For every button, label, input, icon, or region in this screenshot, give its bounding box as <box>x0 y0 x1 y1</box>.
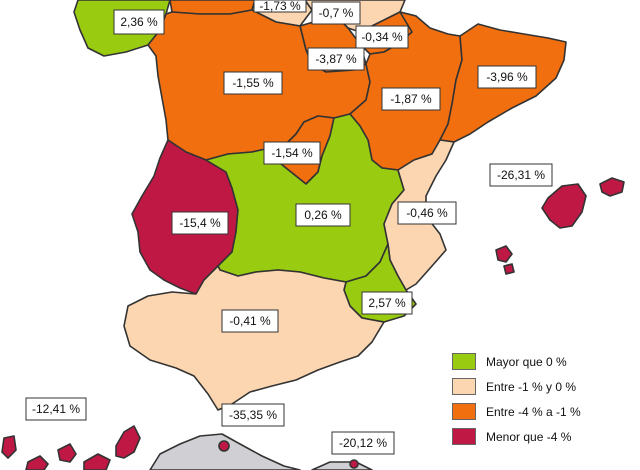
region-value-label: -20,12 % <box>331 431 395 455</box>
label-box <box>355 25 409 49</box>
region-value-label: -1,54 % <box>263 141 321 165</box>
legend-item: Mayor que 0 % <box>452 349 632 374</box>
label-text: -1,54 % <box>271 146 313 160</box>
legend-label: Menor que -4 % <box>486 429 572 444</box>
region-canarias-1 <box>1 435 17 459</box>
region-value-label: -0,46 % <box>397 201 457 225</box>
label-box <box>171 211 229 235</box>
label-box <box>221 309 279 333</box>
label-text: -15,4 % <box>179 216 221 230</box>
label-box <box>253 0 307 13</box>
region-value-label: 0,26 % <box>295 203 351 227</box>
region-canarias-3 <box>57 443 77 463</box>
region-value-label: -3,87 % <box>307 47 365 71</box>
label-box <box>25 397 87 421</box>
region-value-label: -35,35 % <box>221 403 285 427</box>
label-box <box>311 1 361 25</box>
label-text: -12,41 % <box>32 402 80 416</box>
legend-label: Entre -1 % y 0 % <box>486 379 577 394</box>
legend-swatch <box>452 403 476 420</box>
region-melilla <box>349 459 359 469</box>
region-value-label: -1,73 % <box>253 0 307 13</box>
label-text: 2,36 % <box>120 15 158 29</box>
region-canarias-5 <box>115 425 141 459</box>
legend-swatch <box>452 428 476 445</box>
region-value-label: -1,87 % <box>381 87 441 111</box>
legend-item: Entre -1 % y 0 % <box>452 374 632 399</box>
region-baleares-ibiza <box>495 245 513 263</box>
legend-item: Menor que -4 % <box>452 424 632 449</box>
region-andalucia <box>123 265 385 411</box>
africa-coast-east <box>311 461 373 470</box>
region-baleares-menorca <box>599 177 625 197</box>
region-ceuta <box>218 440 230 452</box>
label-text: -26,31 % <box>497 168 545 182</box>
label-text: -0,46 % <box>406 206 448 220</box>
region-value-label: -3,96 % <box>477 65 537 89</box>
region-canarias-4 <box>83 453 111 470</box>
legend-label: Mayor que 0 % <box>486 354 567 369</box>
legend-label: Entre -4 % a -1 % <box>486 404 581 419</box>
label-text: -0,34 % <box>361 30 403 44</box>
label-box <box>489 163 553 187</box>
label-box <box>331 431 395 455</box>
label-text: -0,41 % <box>229 314 271 328</box>
label-text: 0,26 % <box>304 208 342 222</box>
region-canarias-2 <box>25 455 49 470</box>
region-value-label: -1,55 % <box>223 71 283 95</box>
label-box <box>307 47 365 71</box>
region-value-label: -0,7 % <box>311 1 361 25</box>
region-value-label: -0,41 % <box>221 309 279 333</box>
label-box <box>263 141 321 165</box>
region-value-label: 2,57 % <box>361 291 413 315</box>
label-text: 2,57 % <box>368 296 406 310</box>
label-text: -0,7 % <box>319 6 354 20</box>
region-value-label: -15,4 % <box>171 211 229 235</box>
label-box <box>477 65 537 89</box>
region-value-label: -12,41 % <box>25 397 87 421</box>
label-box <box>295 203 351 227</box>
label-box <box>361 291 413 315</box>
legend-swatch <box>452 353 476 370</box>
legend-swatch <box>452 378 476 395</box>
label-text: -3,96 % <box>486 70 528 84</box>
label-text: -1,87 % <box>390 92 432 106</box>
region-baleares-mallorca <box>541 183 587 229</box>
region-value-label: -0,34 % <box>355 25 409 49</box>
label-text: -1,55 % <box>232 76 274 90</box>
region-value-label: -26,31 % <box>489 163 553 187</box>
legend: Mayor que 0 % Entre -1 % y 0 % Entre -4 … <box>452 349 632 449</box>
label-box <box>221 403 285 427</box>
label-text: -35,35 % <box>229 408 277 422</box>
label-box <box>397 201 457 225</box>
region-baleares-formentera <box>503 263 515 275</box>
label-text: -20,12 % <box>339 436 387 450</box>
label-text: -3,87 % <box>315 52 357 66</box>
region-value-label: 2,36 % <box>113 9 165 35</box>
label-box <box>113 9 165 35</box>
label-text: -1,73 % <box>259 0 301 13</box>
label-box <box>223 71 283 95</box>
africa-coast <box>149 433 301 470</box>
label-box <box>381 87 441 111</box>
legend-item: Entre -4 % a -1 % <box>452 399 632 424</box>
